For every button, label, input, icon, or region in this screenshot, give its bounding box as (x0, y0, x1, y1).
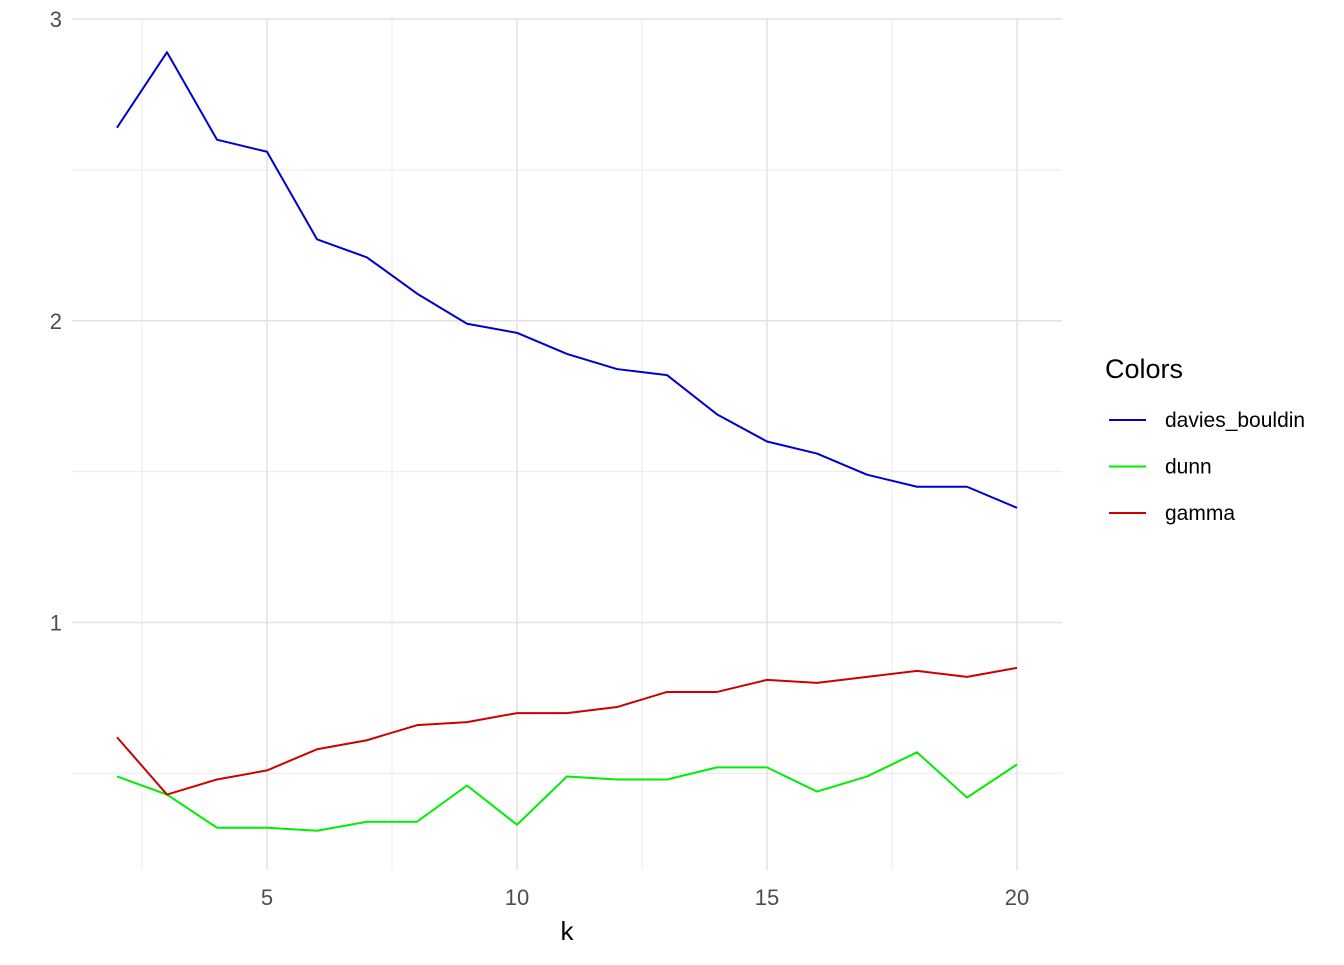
x-tick-label: 20 (1005, 885, 1029, 910)
x-axis-title: k (561, 916, 575, 946)
grid-layer (72, 18, 1062, 870)
series-line-gamma (116, 666, 1018, 796)
legend-label-dunn: dunn (1165, 456, 1212, 479)
y-tick-label: 1 (50, 611, 62, 636)
y-tick-label: 2 (50, 309, 62, 334)
x-tick-label: 15 (755, 885, 779, 910)
legend-title: Colors (1105, 354, 1183, 384)
series-layer (116, 51, 1018, 832)
legend-label-davies-bouldin: davies_bouldin (1165, 409, 1305, 432)
x-tick-label: 5 (261, 885, 273, 910)
series-line-davies-bouldin (116, 51, 1018, 509)
legend-label-gamma: gamma (1165, 502, 1235, 525)
x-tick-label: 10 (505, 885, 529, 910)
series-line-dunn (116, 751, 1018, 832)
y-tick-label: 3 (50, 7, 62, 32)
axis-layer: 5 10 15 20 1 2 3 k (50, 7, 1029, 946)
